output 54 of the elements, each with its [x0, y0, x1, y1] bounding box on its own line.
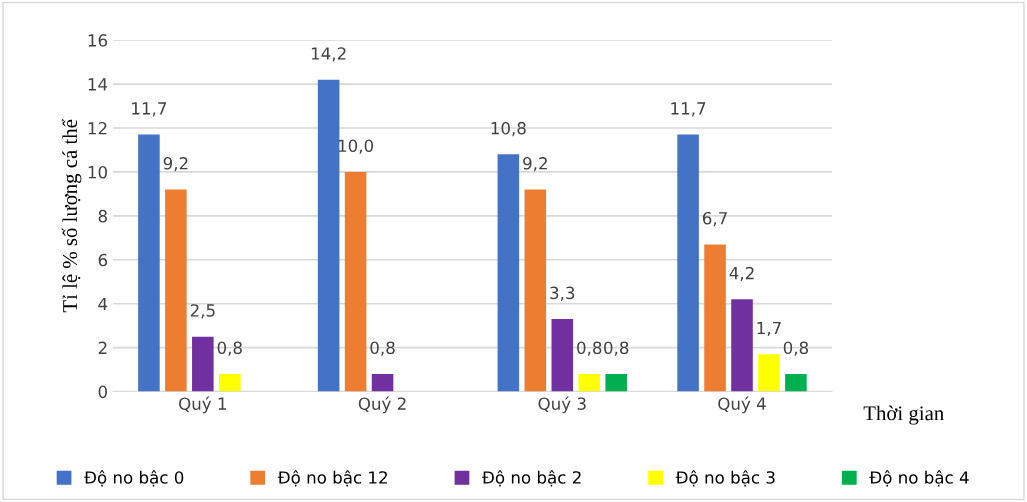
y-tick-label: 6 — [98, 253, 108, 267]
x-tick-label: Quý 3 — [538, 396, 586, 414]
bar — [219, 373, 241, 392]
data-label: 4,2 — [729, 266, 754, 282]
bar — [677, 134, 699, 392]
bar — [497, 154, 520, 392]
bar — [524, 189, 547, 392]
y-tick-label: 12 — [88, 121, 107, 135]
data-label: 10,0 — [338, 139, 374, 154]
x-tick-label: Quý 4 — [718, 396, 766, 414]
legend-label: Độ no bậc 3 — [675, 470, 775, 487]
y-tick-label: 0 — [98, 385, 107, 399]
x-tick-label: Quý 2 — [358, 396, 406, 414]
data-label: 2,5 — [190, 304, 215, 319]
bar — [138, 134, 160, 392]
x-tick-label: Quý 1 — [179, 396, 227, 414]
legend-label: Độ no bậc 12 — [277, 470, 387, 487]
data-label: 6,7 — [702, 211, 727, 227]
bar — [578, 373, 601, 392]
x-axis-title: Thời gian — [863, 405, 944, 425]
legend-label: Độ no bậc 0 — [84, 470, 184, 487]
bar — [785, 373, 807, 392]
legend-label: Độ no bậc 2 — [482, 470, 581, 487]
data-label: 9,2 — [163, 157, 188, 172]
y-tick-label: 10 — [88, 165, 107, 179]
y-tick-label: 8 — [98, 209, 107, 223]
bar — [605, 373, 627, 392]
data-label: 0,8 — [577, 341, 602, 356]
y-tick-label: 14 — [88, 78, 108, 91]
data-label: 0,8 — [217, 341, 242, 356]
legend-label: Độ no bậc 4 — [869, 470, 969, 487]
y-axis-title: Tỉ lệ % số lượng cá thể — [61, 119, 82, 313]
bar — [165, 189, 187, 392]
data-label: 14,2 — [311, 47, 346, 62]
bar — [317, 79, 340, 392]
bar — [371, 373, 394, 392]
bar — [758, 354, 780, 392]
data-label: 10,8 — [491, 121, 526, 137]
y-tick-label: 4 — [98, 297, 108, 311]
bar — [192, 336, 214, 392]
bar — [731, 299, 753, 392]
bar — [704, 244, 726, 392]
data-label: 9,2 — [523, 157, 547, 172]
data-label: 11,7 — [132, 102, 167, 117]
y-tick-label: 16 — [88, 34, 108, 47]
data-label: 11,7 — [671, 102, 706, 117]
data-label: 0,8 — [604, 341, 629, 356]
data-label: 3,3 — [550, 286, 575, 301]
data-label: 0,8 — [370, 341, 395, 356]
bar — [344, 171, 367, 392]
bar — [551, 319, 574, 392]
y-tick-label: 2 — [98, 341, 107, 354]
data-label: 0,8 — [783, 341, 809, 356]
data-label: 1,7 — [757, 321, 781, 337]
